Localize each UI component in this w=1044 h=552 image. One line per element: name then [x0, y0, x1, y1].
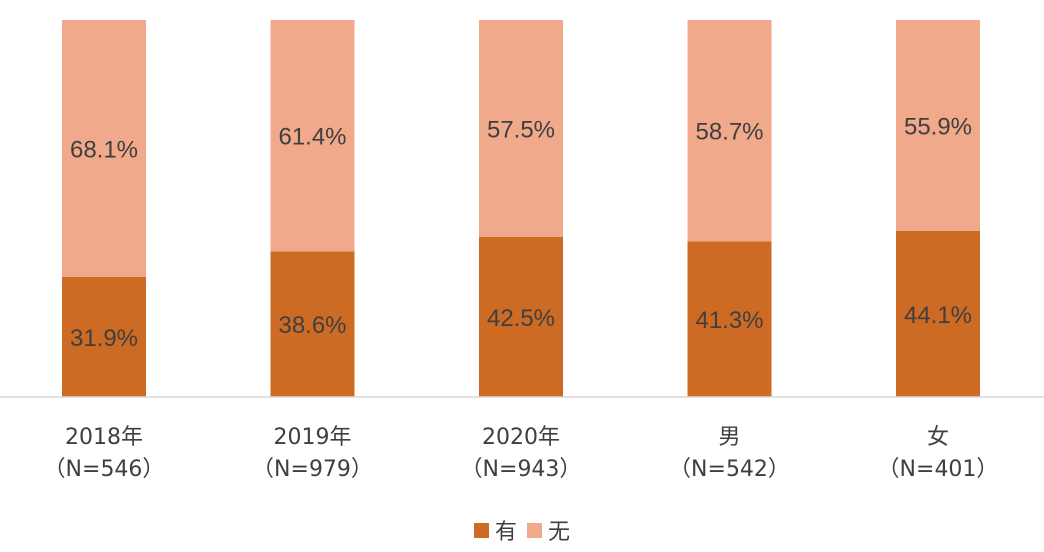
legend-item-you: 有: [473, 514, 517, 546]
legend: 有 无: [0, 514, 1044, 546]
data-label-wu-2: 57.5%: [487, 116, 555, 143]
legend-label-wu: 无: [548, 520, 571, 545]
legend-swatch-you: [473, 522, 489, 538]
bar-segment-wu-3: [687, 20, 772, 242]
category-sublabel-1: （N=979）: [252, 457, 373, 482]
bar-segment-you-1: [270, 251, 355, 397]
bar-segment-wu-4: [896, 20, 980, 231]
bar-segment-wu-1: [270, 20, 355, 252]
legend-label-you: 有: [494, 520, 517, 545]
legend-swatch-wu: [527, 522, 542, 538]
category-sublabel-3: （N=542）: [669, 457, 790, 482]
bar-segment-you-0: [62, 276, 146, 397]
category-label-1: 2019年: [274, 425, 352, 450]
category-label-0: 2018年: [65, 425, 143, 450]
bar-segment-you-4: [896, 230, 980, 397]
bar-segment-wu-2: [479, 20, 563, 237]
bar-segment-wu-0: [62, 20, 146, 277]
data-label-you-2: 42.5%: [487, 305, 555, 332]
category-sublabel-4: （N=401）: [878, 457, 999, 482]
data-label-you-1: 38.6%: [278, 312, 346, 339]
bar-segment-you-2: [479, 236, 563, 397]
category-label-3: 男: [718, 425, 740, 450]
data-label-wu-3: 58.7%: [695, 119, 763, 146]
data-label-wu-1: 61.4%: [278, 124, 346, 151]
data-label-wu-4: 55.9%: [904, 113, 972, 140]
data-label-wu-0: 68.1%: [70, 136, 138, 163]
legend-item-wu: 无: [527, 514, 570, 546]
category-label-4: 女: [927, 425, 949, 450]
category-sublabel-0: （N=546）: [44, 457, 165, 482]
data-label-you-4: 44.1%: [904, 302, 972, 329]
category-label-2: 2020年: [482, 425, 560, 450]
bar-segment-you-3: [687, 241, 772, 397]
category-sublabel-2: （N=943）: [461, 457, 582, 482]
data-label-you-3: 41.3%: [695, 307, 763, 334]
data-label-you-0: 31.9%: [70, 325, 138, 352]
